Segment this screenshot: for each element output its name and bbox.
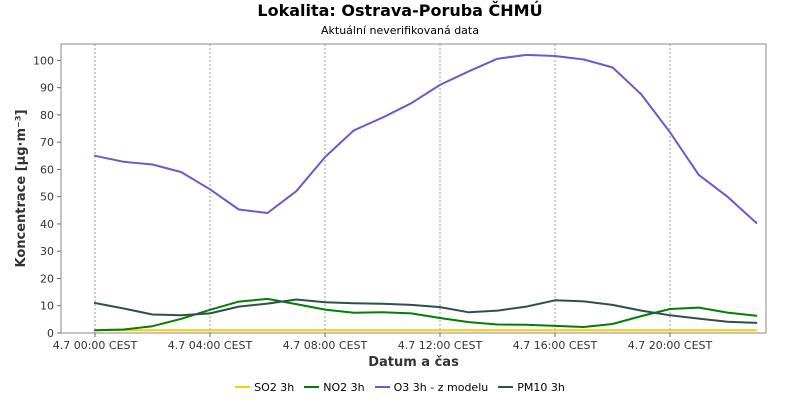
legend-label: NO2 3h xyxy=(323,381,365,394)
legend-swatch xyxy=(304,386,320,388)
chart-subtitle: Aktuální neverifikovaná data xyxy=(321,24,479,37)
y-tick-label: 20 xyxy=(40,272,54,285)
plot-area xyxy=(61,44,766,333)
legend-item: SO2 3h xyxy=(235,381,294,394)
legend-item: O3 3h - z modelu xyxy=(374,381,489,394)
legend-swatch xyxy=(374,386,390,388)
y-axis-title: Koncentrace [µg·m⁻³] xyxy=(14,109,29,267)
x-tick-label: 4.7 04:00 CEST xyxy=(168,339,253,352)
y-tick-label: 10 xyxy=(40,300,54,313)
chart-title: Lokalita: Ostrava-Poruba ČHMÚ xyxy=(257,1,543,20)
legend-label: SO2 3h xyxy=(254,381,295,394)
legend-label: O3 3h - z modelu xyxy=(393,381,489,394)
chart-legend: SO2 3h NO2 3h O3 3h - z modelu PM10 3h xyxy=(0,381,800,394)
y-tick-label: 70 xyxy=(40,136,54,149)
series-line xyxy=(94,53,758,224)
x-tick-label: 4.7 00:00 CEST xyxy=(53,339,138,352)
y-tick-label: 90 xyxy=(40,82,54,95)
y-tick-label: 50 xyxy=(40,191,54,204)
y-tick-label: 0 xyxy=(47,327,54,340)
y-tick-label: 60 xyxy=(40,163,54,176)
x-tick-label: 4.7 16:00 CEST xyxy=(513,339,598,352)
legend-item: PM10 3h xyxy=(498,381,565,394)
legend-label: PM10 3h xyxy=(517,381,565,394)
y-tick-label: 80 xyxy=(40,109,54,122)
y-tick-label: 40 xyxy=(40,218,54,231)
x-tick-label: 4.7 12:00 CEST xyxy=(398,339,483,352)
line-chart: 4.7 00:00 CEST 4.7 04:00 CEST 4.7 08:00 CE… xyxy=(14,43,767,370)
legend-swatch xyxy=(498,386,514,388)
x-tick-label: 4.7 08:00 CEST xyxy=(283,339,368,352)
series-line xyxy=(94,298,758,324)
x-axis-title: Datum a čas xyxy=(368,355,459,370)
y-tick-label: 100 xyxy=(33,54,54,67)
x-tick-label: 4.7 20:00 CEST xyxy=(628,339,713,352)
series-line xyxy=(94,297,758,332)
y-tick-label: 30 xyxy=(40,245,54,258)
legend-item: NO2 3h xyxy=(304,381,365,394)
legend-swatch xyxy=(235,386,251,388)
plot-border xyxy=(60,43,767,334)
